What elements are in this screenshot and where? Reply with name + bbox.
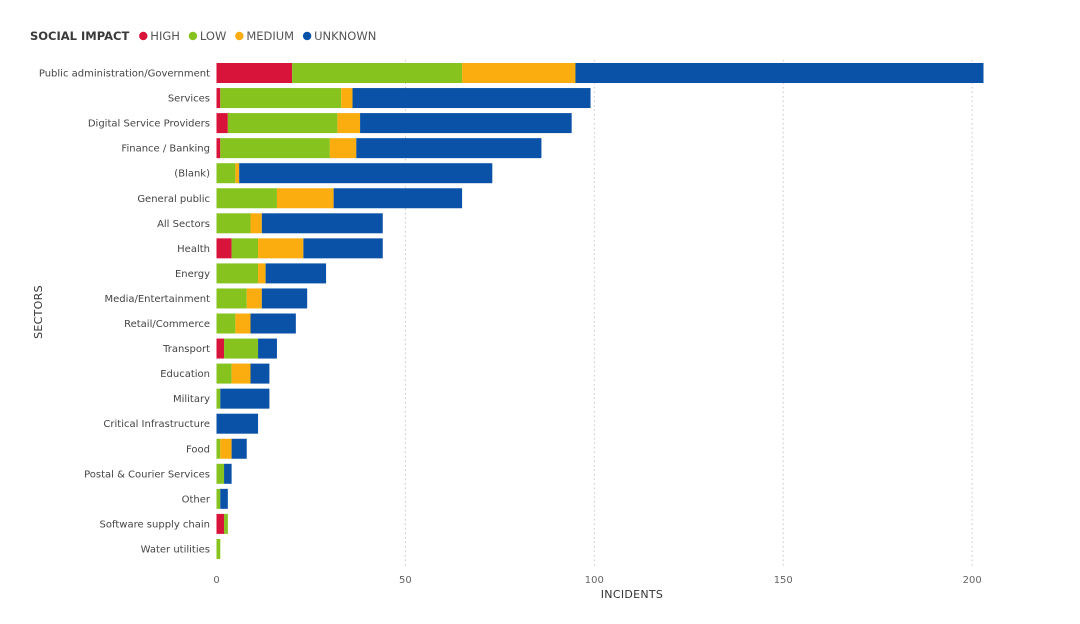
category-label: Health <box>177 244 210 255</box>
bar-unknown[interactable] <box>360 113 572 134</box>
x-tick-label: 150 <box>774 575 793 586</box>
bar-unknown[interactable] <box>224 463 232 484</box>
bar-medium[interactable] <box>220 438 232 459</box>
bar-medium[interactable] <box>462 63 576 83</box>
bar-low[interactable] <box>292 63 463 83</box>
bar-unknown[interactable] <box>261 213 383 234</box>
bar-medium[interactable] <box>250 213 262 234</box>
legend-label-high: HIGH <box>150 29 180 43</box>
bar-low[interactable] <box>216 313 236 334</box>
category-label: Finance / Banking <box>121 144 210 155</box>
gridlines <box>404 60 973 568</box>
x-tick-label: 100 <box>585 575 604 586</box>
bar-medium[interactable] <box>246 288 262 309</box>
category-labels: Public administration/Government Services… <box>39 69 211 556</box>
category-label: Software supply chain <box>100 519 210 530</box>
legend: SOCIAL IMPACT HIGH LOW MEDIUM UNKNOWN <box>30 29 376 43</box>
legend-label-medium: MEDIUM <box>246 29 294 43</box>
bar-low[interactable] <box>220 88 342 109</box>
bar-medium[interactable] <box>235 313 251 334</box>
legend-swatch-high <box>139 31 148 41</box>
bar-medium[interactable] <box>329 138 357 159</box>
bar-unknown[interactable] <box>575 63 984 83</box>
bar-unknown[interactable] <box>231 438 247 459</box>
bar-medium[interactable] <box>235 163 240 184</box>
x-axis-title: INCIDENTS <box>601 588 663 601</box>
bar-high[interactable] <box>216 338 225 359</box>
legend-swatch-medium <box>235 31 244 41</box>
bar-unknown[interactable] <box>352 88 591 109</box>
bar-low[interactable] <box>216 388 221 409</box>
bar-unknown[interactable] <box>356 138 542 159</box>
bar-high[interactable] <box>216 63 293 83</box>
bar-medium[interactable] <box>258 263 266 284</box>
bar-low[interactable] <box>216 463 225 484</box>
bar-low[interactable] <box>220 138 330 159</box>
bar-medium[interactable] <box>337 113 361 134</box>
legend-title: SOCIAL IMPACT <box>30 29 129 43</box>
bar-unknown[interactable] <box>220 388 270 409</box>
bar-high[interactable] <box>216 513 225 534</box>
bar-low[interactable] <box>216 263 259 284</box>
bar-low[interactable] <box>216 363 232 384</box>
bar-low[interactable] <box>216 438 221 459</box>
bar-low[interactable] <box>227 113 338 134</box>
bar-high[interactable] <box>216 138 221 159</box>
bar-high[interactable] <box>216 113 228 134</box>
y-axis-title: SECTORS <box>32 285 45 339</box>
bar-unknown[interactable] <box>333 188 463 209</box>
category-label: Military <box>173 394 210 405</box>
legend-swatch-unknown <box>302 31 312 41</box>
bar-low[interactable] <box>216 538 221 559</box>
bar-medium[interactable] <box>258 238 304 259</box>
category-label: Services <box>168 94 210 105</box>
bar-low[interactable] <box>216 488 221 509</box>
bar-low[interactable] <box>216 213 251 234</box>
x-tick-labels: 0 50 100 150 200 <box>213 575 981 586</box>
bar-low[interactable] <box>224 338 259 359</box>
bar-unknown[interactable] <box>239 163 493 184</box>
category-label: Water utilities <box>141 544 210 555</box>
bar-unknown[interactable] <box>261 288 308 309</box>
category-label: Retail/Commerce <box>124 319 210 330</box>
bar-low[interactable] <box>224 513 228 534</box>
bar-low[interactable] <box>216 288 247 309</box>
bar-unknown[interactable] <box>250 313 296 334</box>
bar-unknown[interactable] <box>216 413 259 434</box>
x-tick-label: 200 <box>963 575 982 586</box>
category-label: Energy <box>175 269 210 280</box>
category-label: Critical Infrastructure <box>103 419 210 430</box>
category-label: (Blank) <box>174 169 210 180</box>
bar-high[interactable] <box>216 238 232 259</box>
bars <box>216 63 984 559</box>
category-label: Media/Entertainment <box>104 294 210 305</box>
legend-swatch-low <box>188 31 198 41</box>
category-label: Transport <box>162 344 210 355</box>
bar-low[interactable] <box>216 188 277 209</box>
bar-unknown[interactable] <box>220 488 228 509</box>
category-label: All Sectors <box>157 219 210 230</box>
legend-label-unknown: UNKNOWN <box>314 29 376 43</box>
category-label: Food <box>186 444 210 455</box>
x-tick-label: 50 <box>399 575 412 586</box>
bar-low[interactable] <box>231 238 259 259</box>
category-label: Digital Service Providers <box>88 119 210 130</box>
category-label: General public <box>137 194 210 205</box>
category-label: Postal & Courier Services <box>84 469 210 480</box>
bar-high[interactable] <box>216 88 221 109</box>
category-label: Other <box>182 494 211 505</box>
category-label: Education <box>160 369 210 380</box>
bar-medium[interactable] <box>231 363 251 384</box>
category-label: Public administration/Government <box>39 69 210 80</box>
bar-unknown[interactable] <box>265 263 327 284</box>
legend-label-low: LOW <box>200 29 226 43</box>
bar-unknown[interactable] <box>250 363 270 384</box>
bar-low[interactable] <box>216 163 236 184</box>
bar-unknown[interactable] <box>303 238 383 259</box>
x-tick-label: 0 <box>213 575 219 586</box>
bar-unknown[interactable] <box>258 338 277 359</box>
bar-medium[interactable] <box>276 188 334 209</box>
bar-medium[interactable] <box>341 88 353 109</box>
